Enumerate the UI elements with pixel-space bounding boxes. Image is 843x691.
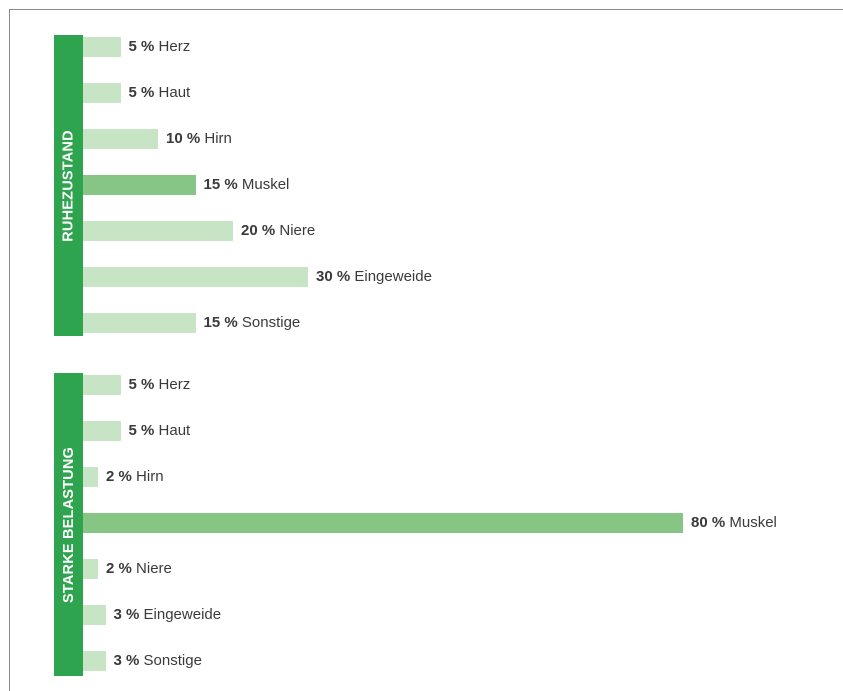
category-label: Eingeweide <box>354 268 432 285</box>
category-label: Haut <box>158 422 191 439</box>
category-label: Herz <box>158 38 191 55</box>
bar-herz <box>83 375 121 395</box>
category-label: Sonstige <box>143 652 202 669</box>
category-label: Niere <box>136 560 172 577</box>
bar-eingeweide <box>83 267 308 287</box>
category-label: Muskel <box>729 514 777 531</box>
bar-label-niere: 20 % Niere <box>241 221 315 241</box>
value-label: 2 % <box>106 468 132 485</box>
bar-label-eingeweide: 30 % Eingeweide <box>316 267 432 287</box>
bar-label-muskel: 15 % Muskel <box>204 175 290 195</box>
bar-sonstige <box>83 313 196 333</box>
bar-niere <box>83 559 98 579</box>
bar-muskel <box>83 175 196 195</box>
panel-label-starke-belastung: STARKE BELASTUNG <box>54 373 83 676</box>
bar-eingeweide <box>83 605 106 625</box>
value-label: 15 % <box>203 176 238 193</box>
panel-label-text: RUHEZUSTAND <box>60 129 77 242</box>
value-label: 30 % <box>316 268 351 285</box>
bar-label-niere: 2 % Niere <box>106 559 172 579</box>
bar-hirn <box>83 129 158 149</box>
category-label: Eingeweide <box>143 606 222 623</box>
value-label: 10 % <box>166 130 201 147</box>
bar-label-sonstige: 15 % Sonstige <box>204 313 301 333</box>
category-label: Haut <box>158 84 191 101</box>
value-label: 15 % <box>203 314 238 331</box>
category-label: Sonstige <box>241 314 301 331</box>
value-label: 80 % <box>691 514 726 531</box>
bar-label-haut: 5 % Haut <box>129 421 191 441</box>
value-label: 20 % <box>241 222 276 239</box>
bar-label-sonstige: 3 % Sonstige <box>114 651 202 671</box>
bar-haut <box>83 421 121 441</box>
value-label: 3 % <box>113 606 140 623</box>
value-label: 5 % <box>128 84 155 101</box>
bar-niere <box>83 221 233 241</box>
bar-label-hirn: 2 % Hirn <box>106 467 164 487</box>
bar-label-muskel: 80 % Muskel <box>691 513 777 533</box>
category-label: Herz <box>158 376 191 393</box>
panel-label-text: STARKE BELASTUNG <box>60 446 77 603</box>
category-label: Hirn <box>136 468 164 485</box>
bar-sonstige <box>83 651 106 671</box>
value-label: 5 % <box>128 38 155 55</box>
bar-label-haut: 5 % Haut <box>129 83 191 103</box>
bar-haut <box>83 83 121 103</box>
bar-hirn <box>83 467 98 487</box>
bar-label-hirn: 10 % Hirn <box>166 129 232 149</box>
chart-frame <box>9 9 843 691</box>
category-label: Hirn <box>204 130 232 147</box>
bar-label-eingeweide: 3 % Eingeweide <box>114 605 222 625</box>
bar-label-herz: 5 % Herz <box>129 375 191 395</box>
value-label: 5 % <box>128 376 155 393</box>
bar-muskel <box>83 513 683 533</box>
value-label: 2 % <box>106 560 132 577</box>
category-label: Niere <box>279 222 316 239</box>
value-label: 3 % <box>113 652 140 669</box>
bar-label-herz: 5 % Herz <box>129 37 191 57</box>
panel-label-ruhezustand: RUHEZUSTAND <box>54 35 83 336</box>
category-label: Muskel <box>241 176 290 193</box>
value-label: 5 % <box>128 422 155 439</box>
bar-herz <box>83 37 121 57</box>
